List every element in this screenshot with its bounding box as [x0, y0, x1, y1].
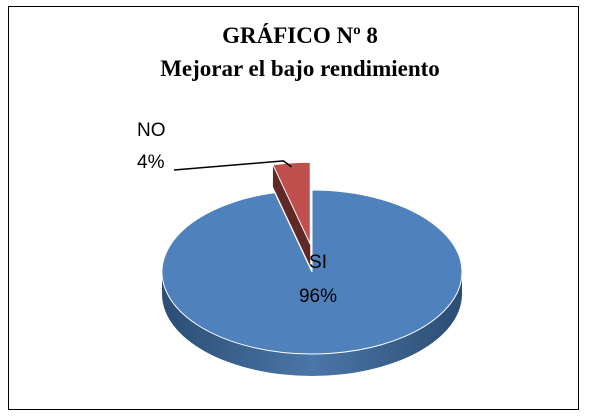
chart-title: GRÁFICO Nº 8	[222, 23, 378, 48]
value-label: 4%	[137, 152, 165, 173]
category-label: SI	[309, 252, 327, 273]
slice-cut-face	[272, 164, 311, 267]
slice-side	[162, 272, 462, 376]
slice	[272, 161, 311, 245]
leader-line	[173, 160, 292, 171]
category-label: NO	[137, 120, 166, 141]
value-label: 96%	[299, 286, 337, 307]
pie	[161, 161, 463, 376]
slice	[161, 189, 463, 355]
chart-subtitle: Mejorar el bajo rendimiento	[160, 56, 440, 81]
